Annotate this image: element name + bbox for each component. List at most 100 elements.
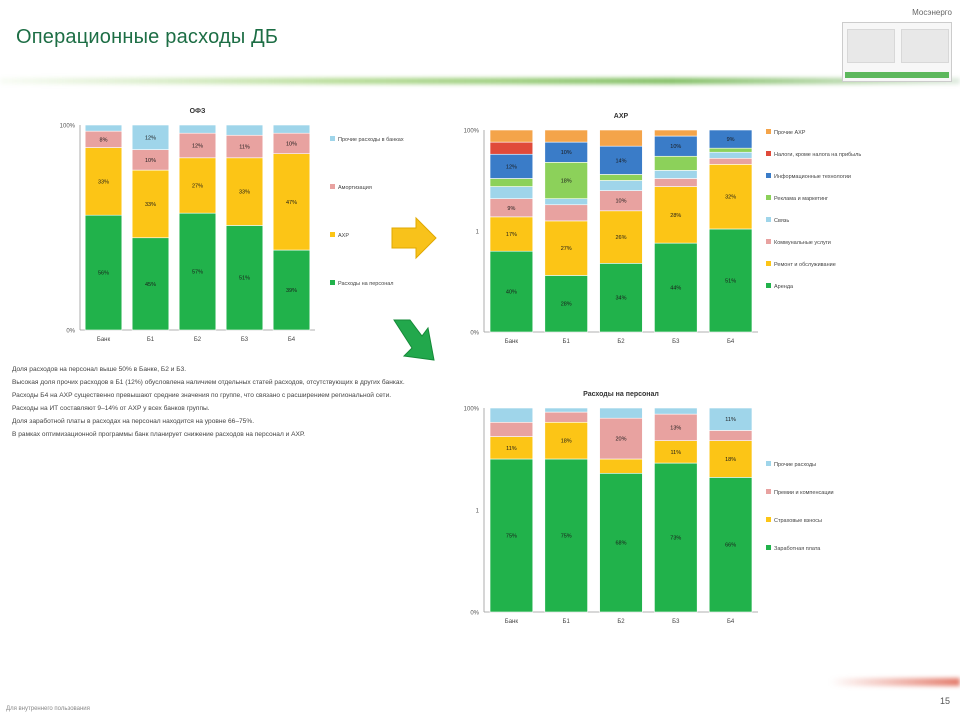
y-tick-label: 100%	[60, 124, 76, 130]
bar-segment	[654, 178, 698, 187]
legend-label: Прочие расходы	[774, 462, 816, 468]
legend-swatch	[766, 461, 771, 466]
legend-label: Связь	[774, 218, 789, 224]
x-tick-label: Банк	[505, 619, 519, 625]
data-label: 8%	[100, 137, 108, 143]
x-tick-label: Б2	[617, 619, 625, 625]
bar-segment	[131, 124, 170, 150]
legend-swatch	[330, 232, 335, 237]
bar-segment	[489, 421, 534, 437]
data-label: 51%	[239, 276, 250, 282]
bar-segment	[544, 220, 588, 276]
data-label: 27%	[561, 246, 572, 252]
x-tick-label: Б2	[194, 337, 202, 343]
commentary-paragraph: Расходы на ИТ составляют 9–14% от АХР у …	[12, 405, 210, 412]
page-title: Операционные расходы ДБ	[16, 26, 279, 48]
bar-segment	[654, 129, 698, 137]
data-label: 28%	[561, 302, 572, 308]
bar-segment	[599, 145, 643, 175]
x-tick-label: Б3	[672, 339, 680, 345]
commentary-paragraph: Расходы Б4 на АХР существенно превышают …	[12, 392, 392, 399]
y-tick-label: 0%	[470, 331, 479, 337]
data-label: 12%	[145, 135, 156, 141]
data-label: 17%	[506, 232, 517, 238]
data-label: 57%	[192, 270, 203, 276]
bar-segment	[708, 164, 753, 230]
bar-segment	[654, 155, 698, 171]
bar-segment	[544, 162, 588, 199]
bar-segment	[489, 216, 534, 252]
x-tick-label: Б4	[288, 337, 296, 343]
data-label: 45%	[145, 282, 156, 288]
data-label: 11%	[239, 145, 250, 151]
x-tick-label: Б2	[617, 339, 625, 345]
data-label: 18%	[561, 179, 572, 185]
data-label: 26%	[615, 235, 626, 241]
data-label: 11%	[670, 450, 681, 456]
bar-segment	[272, 153, 311, 251]
bar-segment	[489, 186, 534, 199]
x-tick-label: Б1	[563, 339, 571, 345]
legend-swatch	[766, 129, 771, 134]
legend-swatch	[766, 517, 771, 522]
legend-label: Амортизация	[338, 185, 372, 191]
data-label: 40%	[506, 290, 517, 296]
footer-accent	[830, 678, 960, 686]
data-label: 10%	[286, 141, 297, 147]
bar-segment	[708, 147, 753, 153]
data-label: 56%	[98, 271, 109, 277]
data-label: 44%	[670, 286, 681, 292]
legend-label: Реклама и маркетинг	[774, 196, 828, 202]
bar-segment	[654, 186, 698, 244]
legend-swatch	[766, 195, 771, 200]
data-label: 32%	[725, 195, 736, 201]
data-label: 11%	[506, 446, 517, 452]
bar-segment	[708, 129, 753, 149]
bar-segment	[489, 141, 534, 155]
legend-label: Коммунальные услуги	[774, 240, 831, 246]
data-label: 66%	[725, 543, 736, 549]
x-tick-label: Банк	[97, 337, 111, 343]
bar-segment	[272, 249, 311, 331]
data-label: 10%	[145, 158, 156, 164]
bar-segment	[654, 413, 698, 441]
legend-swatch	[766, 217, 771, 222]
data-label: 14%	[615, 158, 626, 164]
bar-segment	[544, 421, 588, 460]
chart-ahr: АХР100%10%40%17%9%12%Банк28%27%18%10%Б13…	[464, 113, 862, 345]
data-label: 28%	[670, 213, 681, 219]
arrow-right-icon	[391, 216, 437, 260]
data-label: 33%	[239, 190, 250, 196]
bar-segment	[654, 407, 698, 415]
y-tick-label: 1	[476, 509, 480, 515]
legend-label: Ремонт и обслуживание	[774, 262, 836, 268]
data-label: 51%	[725, 278, 736, 284]
legend-swatch	[766, 545, 771, 550]
legend-label: Страховые взносы	[774, 518, 822, 524]
title-underline	[0, 78, 960, 84]
data-label: 18%	[561, 439, 572, 445]
data-label: 47%	[286, 200, 297, 206]
navigation-thumbnail[interactable]	[842, 22, 952, 82]
data-label: 10%	[561, 150, 572, 156]
commentary-paragraph: Высокая доля прочих расходов в Б1 (12%) …	[12, 379, 405, 386]
data-label: 12%	[192, 144, 203, 150]
bar-segment	[225, 157, 264, 226]
commentary-paragraph: В рамках оптимизационной программы банк …	[12, 431, 305, 438]
data-label: 13%	[670, 425, 681, 431]
data-label: 73%	[670, 536, 681, 542]
legend-swatch	[766, 151, 771, 156]
thumbnail-cell	[901, 29, 949, 63]
bar-segment	[489, 458, 534, 613]
bar-segment	[544, 198, 588, 206]
legend-label: Прочие расходы в банках	[338, 137, 404, 143]
commentary-paragraph: Доля расходов на персонал выше 50% в Бан…	[12, 366, 187, 373]
footer-note: Для внутреннего пользования	[6, 706, 90, 712]
data-label: 33%	[98, 179, 109, 185]
data-label: 10%	[615, 199, 626, 205]
thumbnail-label: Мосэнерго	[912, 8, 952, 17]
bar-segment	[599, 458, 643, 474]
data-label: 11%	[725, 417, 736, 423]
bar-segment	[544, 458, 588, 613]
data-label: 75%	[506, 534, 517, 540]
